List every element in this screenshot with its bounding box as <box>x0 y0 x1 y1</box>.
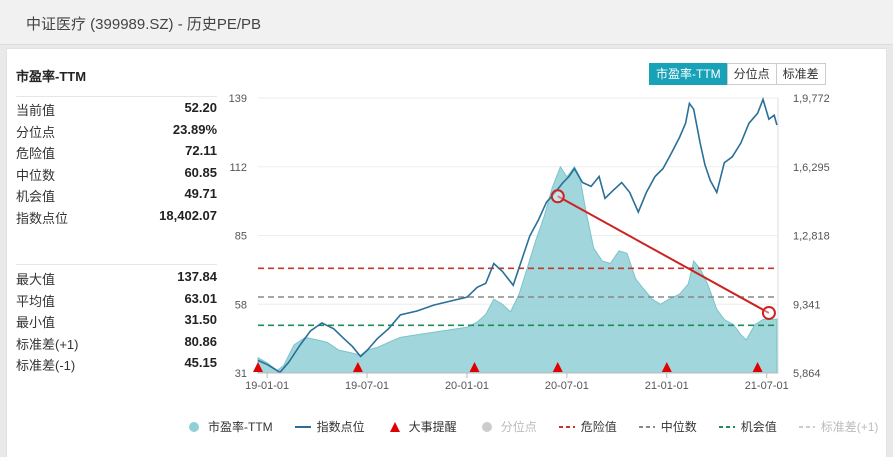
stat-row: 中位数 60.85 <box>16 165 217 187</box>
dash-icon <box>718 425 735 428</box>
annotation-line <box>557 195 770 314</box>
metric-tabs: 市盈率-TTM 分位点 标准差 <box>649 63 826 85</box>
stat-value: 23.89% <box>172 121 217 137</box>
legend-label: 中位数 <box>660 420 697 434</box>
stat-row: 标准差(-1) 45.15 <box>16 355 217 377</box>
stat-row: 最大值 137.84 <box>16 269 217 291</box>
circle-icon <box>189 421 199 432</box>
event-marker <box>352 362 363 372</box>
legend-item[interactable]: 机会值 <box>718 418 777 435</box>
x-tick-label: 20-01-01 <box>445 380 489 392</box>
title-bar: 中证医疗 (399989.SZ) - 历史PE/PB <box>0 0 893 45</box>
stat-label: 分位点 <box>16 124 56 140</box>
y-right-tick-label: 9,341 <box>793 299 821 311</box>
legend-label: 大事提醒 <box>408 420 457 434</box>
stat-label: 中位数 <box>16 167 56 183</box>
legend-item[interactable]: 中位数 <box>638 418 697 435</box>
stats-title: 市盈率-TTM <box>16 69 87 84</box>
stat-value: 31.50 <box>184 312 217 327</box>
triangle-icon <box>389 421 400 432</box>
stat-row: 指数点位 18,402.07 <box>16 208 217 230</box>
y-left-tick-label: 31 <box>235 368 247 380</box>
chart-panel <box>6 48 887 457</box>
y-left-tick-label: 112 <box>229 162 247 174</box>
stat-row: 机会值 49.71 <box>16 186 217 208</box>
event-marker <box>469 362 480 372</box>
x-tick-label: 19-01-01 <box>245 380 289 392</box>
stat-label: 指数点位 <box>16 210 69 226</box>
tab-2[interactable]: 标准差 <box>775 63 826 85</box>
index-line-series <box>257 96 778 374</box>
annotation-start-marker <box>550 189 565 204</box>
y-left-tick-label: 85 <box>235 231 247 243</box>
stats-history: 最大值 137.84 平均值 63.01 最小值 31.50 标准差(+1) 80.86 标准差… <box>16 269 217 377</box>
dash-icon <box>558 425 575 428</box>
stat-value: 52.20 <box>184 100 217 115</box>
stat-value: 60.85 <box>184 164 217 180</box>
tab-1[interactable]: 分位点 <box>726 63 777 85</box>
legend-label: 危险值 <box>580 420 617 434</box>
stat-value: 80.86 <box>184 333 217 349</box>
stat-row: 标准差(+1) 80.86 <box>16 334 217 356</box>
event-marker <box>752 362 763 372</box>
page-title: 中证医疗 (399989.SZ) - 历史PE/PB <box>26 16 262 33</box>
stat-row: 平均值 63.01 <box>16 291 217 313</box>
y-right-tick-label: 1,6,295 <box>793 162 830 174</box>
event-marker <box>253 362 263 372</box>
x-tick-label: 19-07-01 <box>345 380 389 392</box>
legend-item[interactable]: 指数点位 <box>294 418 365 435</box>
y-left-tick-label: 139 <box>229 93 247 105</box>
legend-label: 标准差(+1) <box>820 420 879 434</box>
stat-label: 标准差(+1) <box>16 336 79 352</box>
stats-current: 当前值 52.20 分位点 23.89% 危险值 72.11 中位数 60.85 机会值 49.7… <box>16 100 217 229</box>
y-right-tick-label: 1,9,772 <box>793 93 830 105</box>
stat-label: 机会值 <box>16 189 56 204</box>
stat-value: 49.71 <box>184 186 217 201</box>
line-icon <box>294 425 311 428</box>
annotation-end-marker <box>761 305 776 320</box>
stat-row: 危险值 72.11 <box>16 143 217 165</box>
y-right-tick-label: 5,864 <box>793 368 821 380</box>
stat-label: 当前值 <box>16 103 56 118</box>
stat-label: 最大值 <box>16 272 56 287</box>
x-tick-label: 20-07-01 <box>545 380 589 392</box>
circle-icon <box>481 421 492 432</box>
legend-item[interactable]: 标准差(+1) <box>798 418 879 435</box>
stat-value: 63.01 <box>184 290 217 306</box>
legend-label: 机会值 <box>740 420 777 434</box>
stats-divider-mid <box>16 264 217 265</box>
dash-icon <box>798 425 815 428</box>
stat-label: 最小值 <box>16 315 56 330</box>
stat-value: 45.15 <box>184 355 217 370</box>
legend-item[interactable]: 大事提醒 <box>387 418 457 435</box>
y-left-tick-label: 58 <box>235 299 247 311</box>
stat-row: 当前值 52.20 <box>16 100 217 122</box>
x-tick-label: 21-07-01 <box>745 380 789 392</box>
stat-value: 137.84 <box>177 269 217 284</box>
stat-row: 分位点 23.89% <box>16 122 217 144</box>
stats-divider-top <box>16 96 217 97</box>
stat-label: 平均值 <box>16 293 56 309</box>
stat-value: 18,402.07 <box>159 207 217 223</box>
y-right-tick-label: 1,2,818 <box>793 231 830 243</box>
stat-label: 危险值 <box>16 146 56 161</box>
event-marker <box>552 362 563 372</box>
pe-area-series <box>257 165 778 374</box>
stat-row: 最小值 31.50 <box>16 312 217 334</box>
tab-0[interactable]: 市盈率-TTM <box>649 63 728 85</box>
legend-item[interactable]: 分位点 <box>479 418 537 435</box>
stat-label: 标准差(-1) <box>16 358 76 373</box>
dash-icon <box>638 425 655 428</box>
stat-value: 72.11 <box>185 143 217 158</box>
legend-item[interactable]: 危险值 <box>558 418 617 435</box>
legend-label: 市盈率-TTM <box>208 420 273 434</box>
event-marker <box>661 362 672 372</box>
chart-legend: 市盈率-TTM 指数点位 大事提醒 分位点 危险值 中位数 机会值 标准差(+1) <box>186 418 893 435</box>
legend-label: 指数点位 <box>316 420 365 434</box>
x-tick-label: 21-01-01 <box>645 380 689 392</box>
legend-item[interactable]: 市盈率-TTM <box>186 418 273 435</box>
legend-label: 分位点 <box>500 420 537 434</box>
